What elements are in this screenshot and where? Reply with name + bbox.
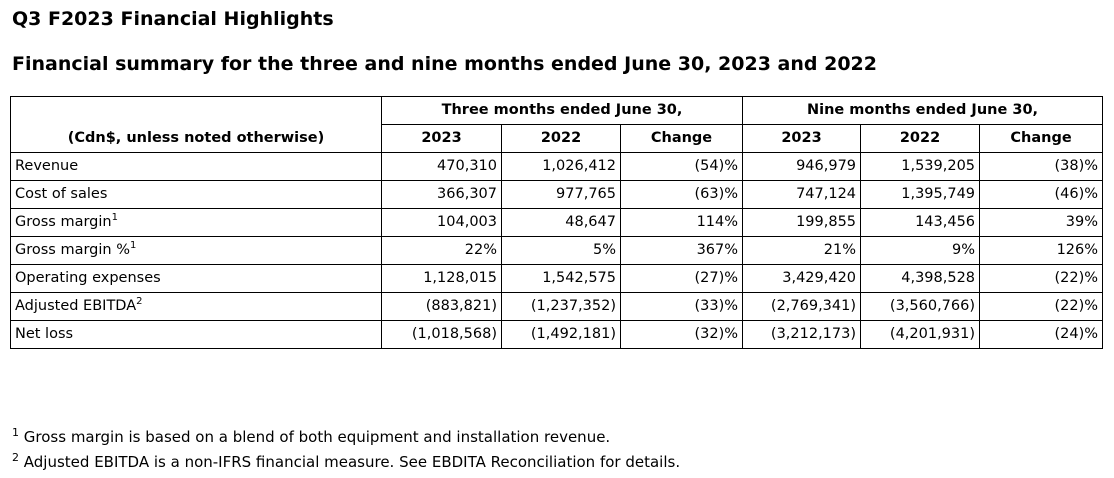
table-cell: 22% <box>381 236 502 265</box>
row-label-text: Net loss <box>15 326 74 342</box>
table-row: Net loss (1,018,568) (1,492,181) (32)% (3,21… <box>10 320 1104 349</box>
nine-months-header: Nine months ended June 30, <box>742 96 1104 125</box>
row-label: Net loss <box>10 320 382 349</box>
table-cell: 747,124 <box>742 180 862 209</box>
col-header-three-change: Change <box>619 124 744 153</box>
table-cell: (27)% <box>619 264 744 293</box>
table-cell: 39% <box>979 208 1104 237</box>
table-cell: (1,492,181) <box>501 320 621 349</box>
table-cell: (46)% <box>979 180 1104 209</box>
row-label: Gross margin %1 <box>10 236 382 265</box>
table-cell: (3,560,766) <box>860 292 981 321</box>
col-header-nine-change: Change <box>979 124 1104 153</box>
col-header-three-2023: 2023 <box>381 124 502 153</box>
table-cell: (63)% <box>619 180 744 209</box>
table-cell: 114% <box>619 208 744 237</box>
group-header-row: Three months ended June 30, Nine months … <box>10 96 1104 125</box>
table-cell: (22)% <box>979 264 1104 293</box>
table-cell: (2,769,341) <box>742 292 862 321</box>
row-label-text: Cost of sales <box>15 186 108 202</box>
footnote-text: Adjusted EBITDA is a non-IFRS financial … <box>23 453 681 471</box>
row-label: Operating expenses <box>10 264 382 293</box>
table-cell: 1,128,015 <box>381 264 502 293</box>
footnote-ref: 1 <box>130 240 137 252</box>
table-row: Gross margin1 104,003 48,647 114% 199,855 143… <box>10 208 1104 237</box>
col-header-nine-2022: 2022 <box>860 124 981 153</box>
table-cell: 9% <box>860 236 981 265</box>
col-header-nine-2023: 2023 <box>742 124 862 153</box>
table-cell: (883,821) <box>381 292 502 321</box>
page-title: Q3 F2023 Financial Highlights <box>12 8 334 30</box>
table-cell: (4,201,931) <box>860 320 981 349</box>
header-blank-cell <box>10 96 382 125</box>
footnote-ref: 1 <box>111 212 118 224</box>
footnote-marker: 1 <box>12 426 19 439</box>
table-cell: 199,855 <box>742 208 862 237</box>
table-cell: 5% <box>501 236 621 265</box>
table-cell: 48,647 <box>501 208 621 237</box>
row-label-text: Gross margin <box>15 214 112 230</box>
col-header-three-2022: 2022 <box>501 124 621 153</box>
table-row: Adjusted EBITDA2 (883,821) (1,237,352) (33)… <box>10 292 1104 321</box>
row-label: Cost of sales <box>10 180 382 209</box>
table-cell: (1,237,352) <box>501 292 621 321</box>
table-cell: (33)% <box>619 292 744 321</box>
table-row: Gross margin %1 22% 5% 367% 21% 9% 126% <box>10 236 1104 265</box>
footnote-marker: 2 <box>12 451 19 464</box>
table-body: Revenue 470,310 1,026,412 (54)% 946,979 1,539… <box>10 152 1104 349</box>
table-cell: (3,212,173) <box>742 320 862 349</box>
table-cell: 367% <box>619 236 744 265</box>
row-label: Adjusted EBITDA2 <box>10 292 382 321</box>
table-cell: (38)% <box>979 152 1104 181</box>
footnote-1: 1 Gross margin is based on a blend of bo… <box>12 426 611 446</box>
row-label-text: Gross margin % <box>15 242 130 258</box>
table-cell: 366,307 <box>381 180 502 209</box>
table-cell: 4,398,528 <box>860 264 981 293</box>
table-caption: Financial summary for the three and nine… <box>12 53 877 75</box>
table-cell: 1,026,412 <box>501 152 621 181</box>
table-cell: 126% <box>979 236 1104 265</box>
table-cell: (22)% <box>979 292 1104 321</box>
table-row: Cost of sales 366,307 977,765 (63)% 747,124 1… <box>10 180 1104 209</box>
footnote-ref: 2 <box>136 296 143 308</box>
table-cell: 946,979 <box>742 152 862 181</box>
table-cell: 1,395,749 <box>860 180 981 209</box>
footnote-text: Gross margin is based on a blend of both… <box>23 428 611 446</box>
row-label-text: Revenue <box>15 158 79 174</box>
table-cell: 1,542,575 <box>501 264 621 293</box>
row-label: Revenue <box>10 152 382 181</box>
table-cell: 104,003 <box>381 208 502 237</box>
table-cell: 977,765 <box>501 180 621 209</box>
column-header-row: (Cdn$, unless noted otherwise) 2023 2022… <box>10 124 1104 153</box>
table-cell: (32)% <box>619 320 744 349</box>
three-months-header: Three months ended June 30, <box>380 96 744 125</box>
table-cell: (24)% <box>979 320 1104 349</box>
row-label-text: Adjusted EBITDA <box>15 298 137 314</box>
table-cell: 143,456 <box>860 208 981 237</box>
financial-summary-table: Three months ended June 30, Nine months … <box>10 96 1104 349</box>
row-label: Gross margin1 <box>10 208 382 237</box>
table-cell: (54)% <box>619 152 744 181</box>
row-label-text: Operating expenses <box>15 270 161 286</box>
table-cell: 3,429,420 <box>742 264 862 293</box>
footnote-2: 2 Adjusted EBITDA is a non-IFRS financia… <box>12 451 681 471</box>
table-cell: 21% <box>742 236 862 265</box>
table-row: Revenue 470,310 1,026,412 (54)% 946,979 1,539… <box>10 152 1104 181</box>
table-cell: 470,310 <box>381 152 502 181</box>
table-cell: (1,018,568) <box>381 320 502 349</box>
table-row: Operating expenses 1,128,015 1,542,575 (27)… <box>10 264 1104 293</box>
table-cell: 1,539,205 <box>860 152 981 181</box>
unit-label: (Cdn$, unless noted otherwise) <box>10 124 382 153</box>
